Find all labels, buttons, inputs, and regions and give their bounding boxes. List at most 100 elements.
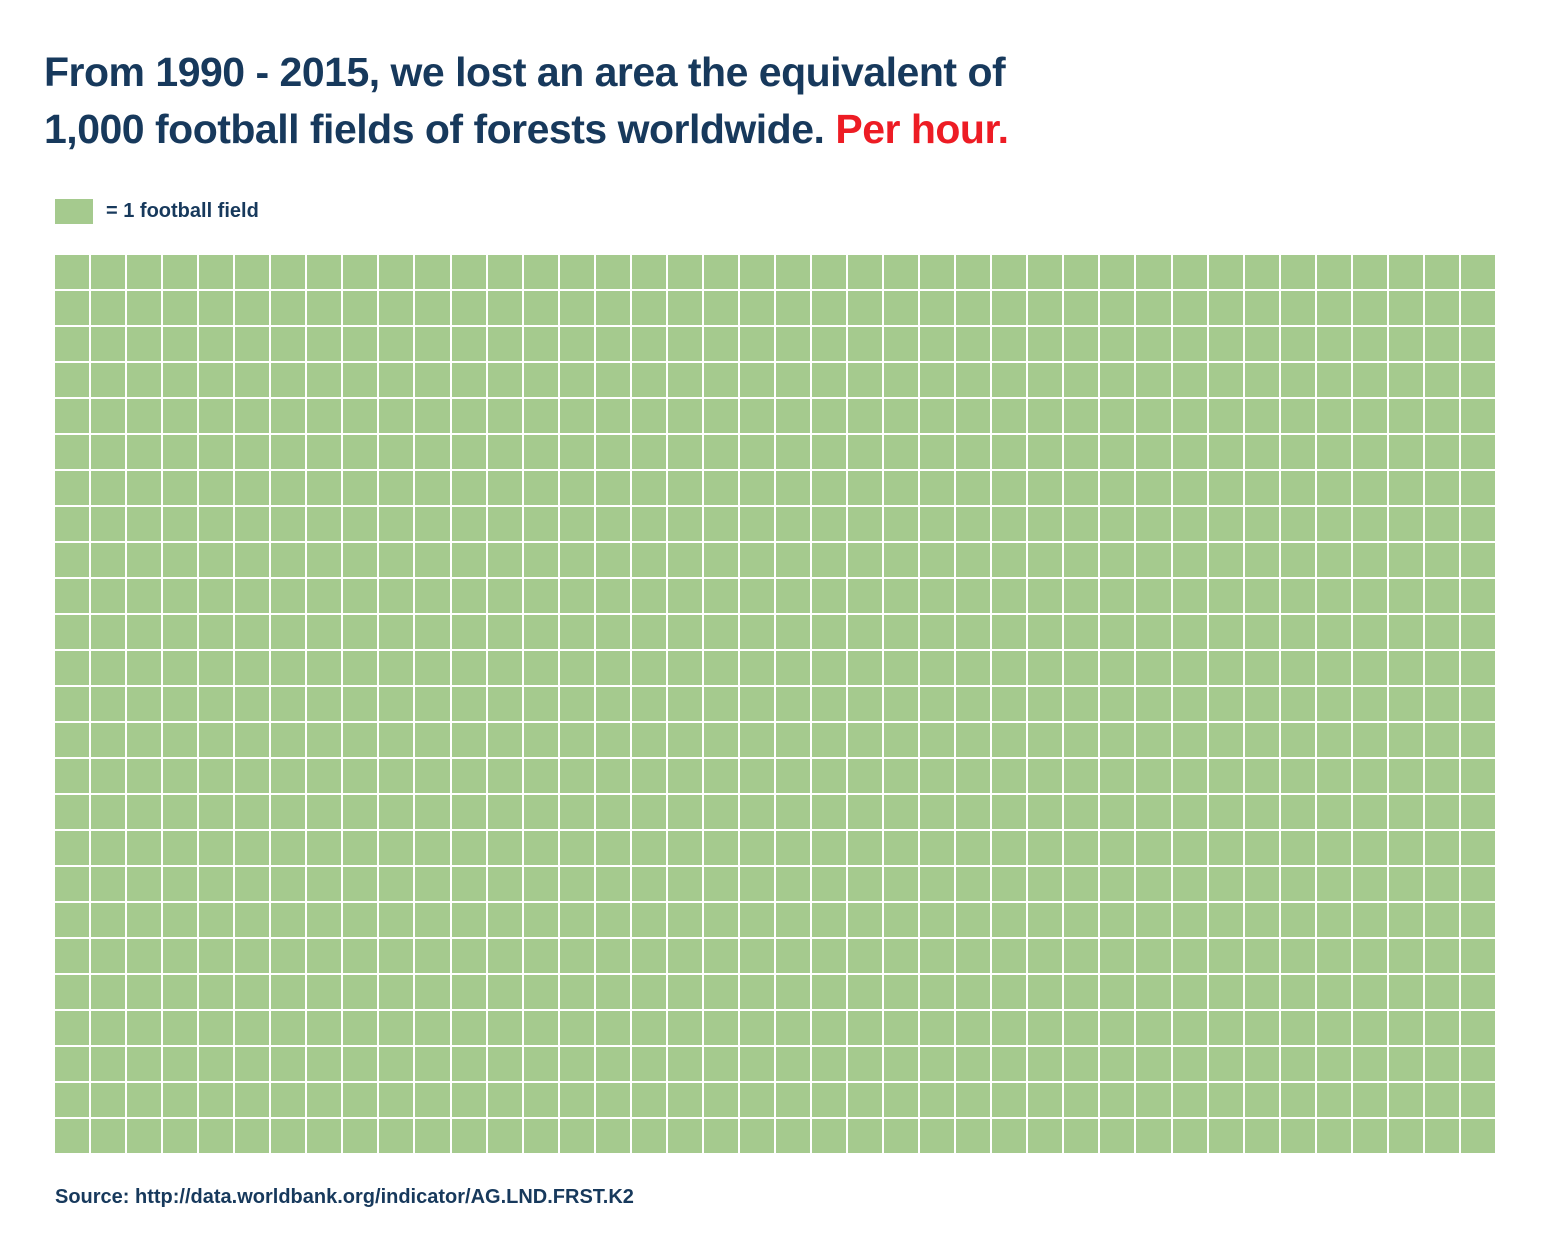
waffle-cell bbox=[451, 867, 486, 901]
waffle-cell bbox=[91, 831, 126, 865]
waffle-cell bbox=[1460, 327, 1495, 361]
waffle-cell bbox=[379, 651, 414, 685]
waffle-cell bbox=[1460, 291, 1495, 325]
waffle-cell bbox=[775, 867, 811, 901]
waffle-cell bbox=[956, 435, 991, 469]
waffle-cell bbox=[631, 507, 666, 541]
waffle-cell bbox=[1388, 399, 1423, 433]
waffle-cell bbox=[1136, 1119, 1171, 1153]
waffle-cell bbox=[415, 399, 450, 433]
waffle-cell bbox=[1064, 975, 1099, 1009]
waffle-cell bbox=[559, 687, 594, 721]
waffle-cell bbox=[1208, 831, 1243, 865]
waffle-cell bbox=[1172, 507, 1207, 541]
waffle-cell bbox=[163, 435, 198, 469]
waffle-cell bbox=[55, 255, 90, 289]
waffle-cell bbox=[199, 255, 234, 289]
waffle-cell bbox=[1280, 903, 1315, 937]
waffle-cell bbox=[1028, 507, 1063, 541]
waffle-cell bbox=[884, 759, 919, 793]
waffle-cell bbox=[343, 1119, 378, 1153]
waffle-cell bbox=[1424, 939, 1459, 973]
waffle-cell bbox=[1172, 903, 1207, 937]
waffle-cell bbox=[163, 831, 198, 865]
waffle-cell bbox=[307, 327, 342, 361]
waffle-cell bbox=[992, 867, 1027, 901]
waffle-cell bbox=[487, 1047, 522, 1081]
waffle-cell bbox=[559, 939, 594, 973]
waffle-cell bbox=[271, 435, 306, 469]
waffle-cell bbox=[451, 1083, 486, 1117]
waffle-cell bbox=[1352, 903, 1387, 937]
waffle-cell bbox=[739, 723, 774, 757]
waffle-cell bbox=[523, 327, 558, 361]
waffle-cell bbox=[199, 291, 234, 325]
waffle-cell bbox=[55, 903, 90, 937]
waffle-cell bbox=[1208, 615, 1243, 649]
waffle-cell bbox=[307, 255, 342, 289]
waffle-cell bbox=[523, 1119, 558, 1153]
waffle-cell bbox=[487, 579, 522, 613]
waffle-cell bbox=[1280, 867, 1315, 901]
waffle-cell bbox=[1244, 1083, 1279, 1117]
waffle-cell bbox=[127, 1119, 162, 1153]
waffle-cell bbox=[379, 867, 414, 901]
waffle-cell bbox=[1208, 939, 1243, 973]
waffle-cell bbox=[812, 1047, 847, 1081]
waffle-cell bbox=[343, 867, 378, 901]
waffle-cell bbox=[1424, 975, 1459, 1009]
waffle-cell bbox=[1352, 1011, 1387, 1045]
waffle-cell bbox=[775, 615, 811, 649]
waffle-cell bbox=[451, 795, 486, 829]
waffle-cell bbox=[992, 723, 1027, 757]
waffle-cell bbox=[523, 579, 558, 613]
waffle-cell bbox=[523, 759, 558, 793]
waffle-cell bbox=[1208, 399, 1243, 433]
waffle-cell bbox=[1100, 543, 1135, 577]
waffle-cell bbox=[487, 255, 522, 289]
waffle-cell bbox=[1316, 579, 1351, 613]
waffle-cell bbox=[451, 975, 486, 1009]
waffle-cell bbox=[1172, 759, 1207, 793]
waffle-cell bbox=[199, 831, 234, 865]
waffle-cell bbox=[739, 543, 774, 577]
waffle-cell bbox=[523, 507, 558, 541]
waffle-cell bbox=[1424, 291, 1459, 325]
waffle-cell bbox=[271, 903, 306, 937]
waffle-cell bbox=[559, 363, 594, 397]
waffle-cell bbox=[127, 255, 162, 289]
waffle-cell bbox=[1460, 255, 1495, 289]
waffle-cell bbox=[1388, 1119, 1423, 1153]
waffle-cell bbox=[884, 579, 919, 613]
waffle-cell bbox=[667, 579, 702, 613]
waffle-cell bbox=[1064, 723, 1099, 757]
waffle-cell bbox=[127, 1047, 162, 1081]
waffle-cell bbox=[1172, 399, 1207, 433]
waffle-cell bbox=[992, 1011, 1027, 1045]
waffle-cell bbox=[1100, 903, 1135, 937]
waffle-cell bbox=[1424, 687, 1459, 721]
waffle-cell bbox=[1388, 291, 1423, 325]
waffle-cell bbox=[703, 795, 738, 829]
waffle-cell bbox=[451, 255, 486, 289]
waffle-cell bbox=[523, 399, 558, 433]
waffle-cell bbox=[956, 471, 991, 505]
waffle-cell bbox=[1172, 435, 1207, 469]
waffle-cell bbox=[379, 1083, 414, 1117]
waffle-cell bbox=[631, 291, 666, 325]
waffle-cell bbox=[1388, 435, 1423, 469]
waffle-cell bbox=[848, 399, 883, 433]
waffle-cell bbox=[343, 435, 378, 469]
waffle-cell bbox=[451, 507, 486, 541]
waffle-cell bbox=[451, 363, 486, 397]
waffle-cell bbox=[595, 327, 630, 361]
waffle-cell bbox=[1388, 1011, 1423, 1045]
waffle-cell bbox=[1136, 1083, 1171, 1117]
waffle-cell bbox=[848, 687, 883, 721]
waffle-cell bbox=[884, 939, 919, 973]
title-line2: 1,000 football fields of forests worldwi… bbox=[44, 105, 825, 152]
waffle-cell bbox=[595, 1083, 630, 1117]
waffle-cell bbox=[848, 1011, 883, 1045]
waffle-cell bbox=[55, 1119, 90, 1153]
waffle-cell bbox=[343, 687, 378, 721]
